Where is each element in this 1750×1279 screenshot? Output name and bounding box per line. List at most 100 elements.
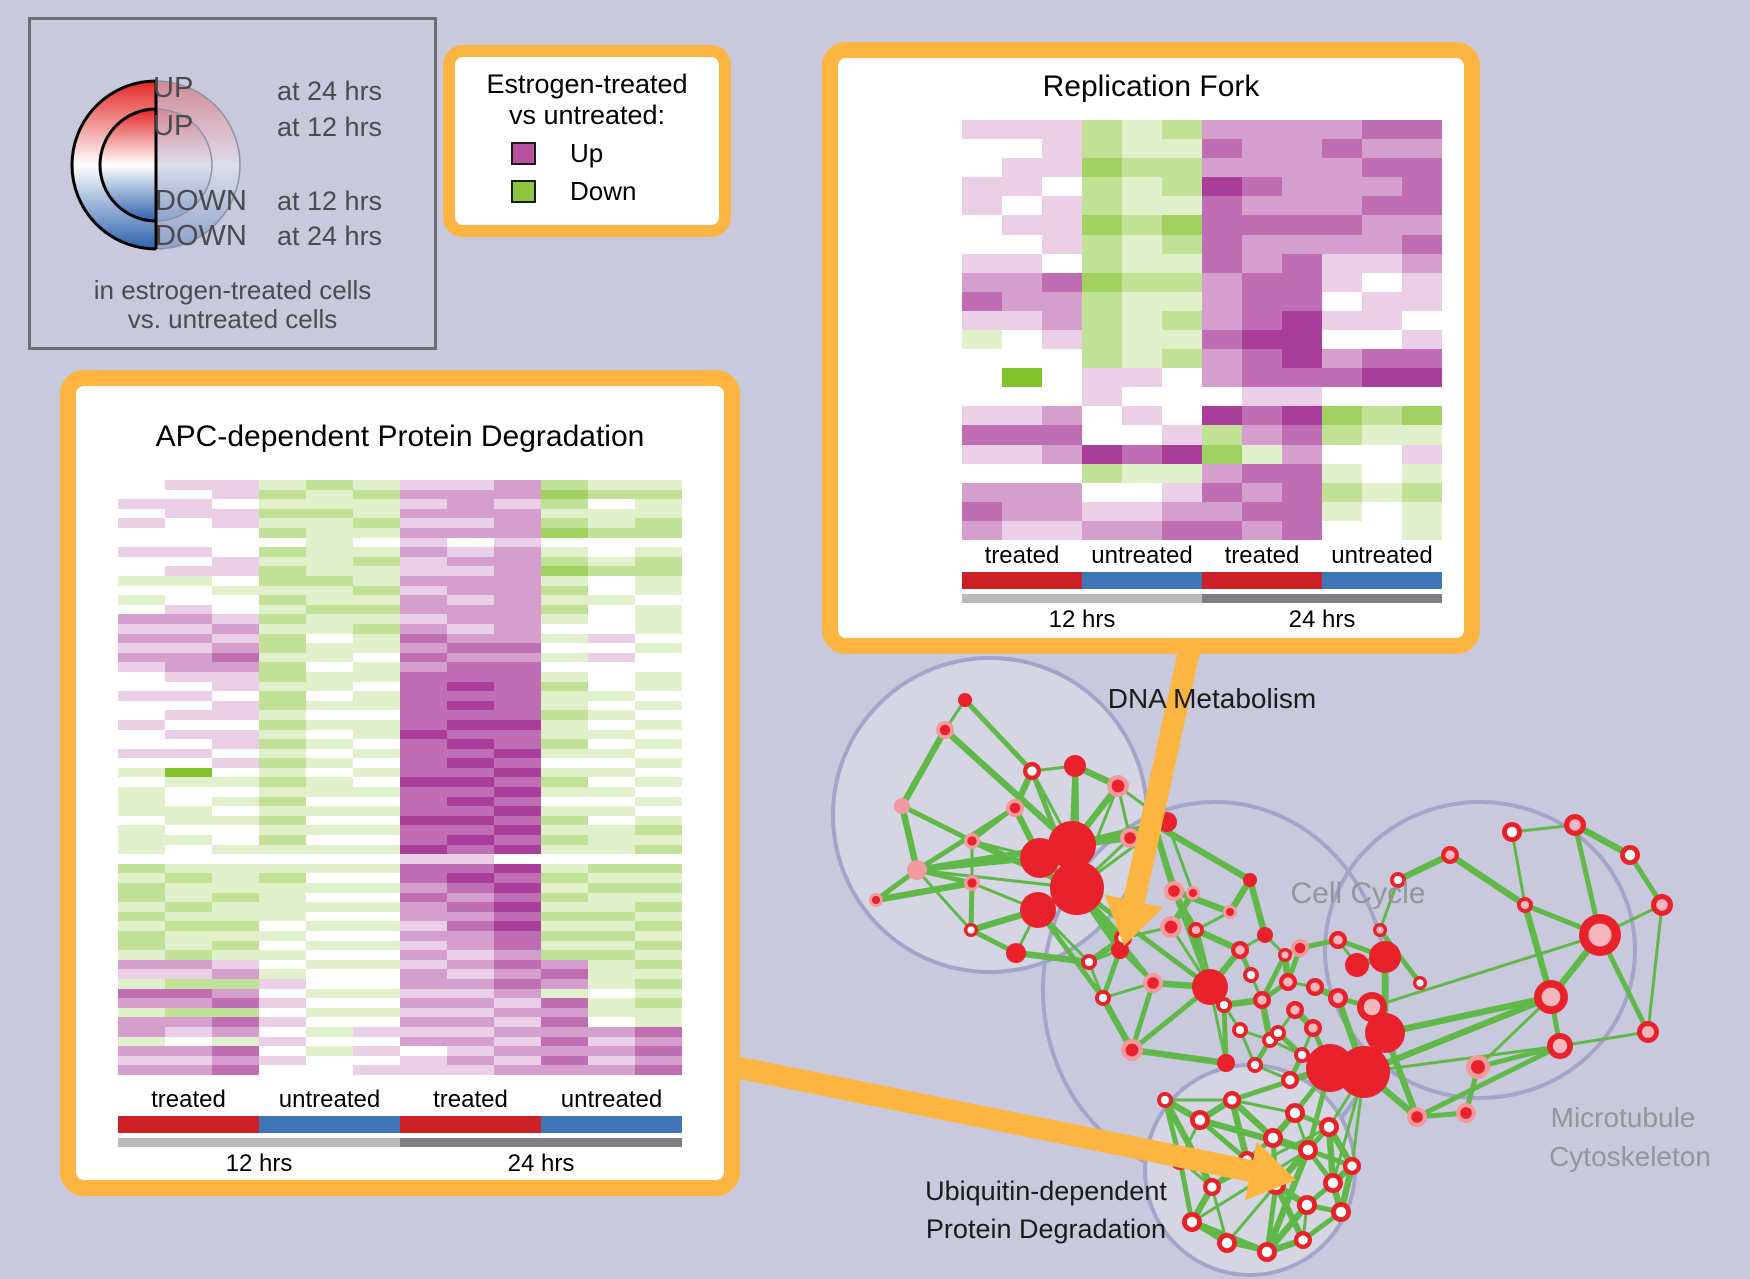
gene-node-core [1298,1235,1308,1245]
heatmap-cell [588,748,635,759]
heatmap-cell [588,911,635,922]
gene-node-core [1541,987,1561,1007]
heatmap-cell [353,777,400,788]
heatmap-cell [1122,234,1162,254]
heatmap-cell [400,662,447,672]
heatmap-cell [306,643,353,653]
network-edge [1198,1118,1249,1162]
heatmap-cell [259,729,306,740]
heatmap-cell [259,585,306,596]
heatmap-cell [400,585,447,596]
heatmap-cell [635,652,682,663]
up-label: Up [570,138,604,168]
heatmap-cell [306,729,353,740]
heatmap-cell [259,998,306,1008]
heatmap-cell [588,527,635,538]
replication-fork-heatmap [962,120,1442,540]
heatmap-cell [1162,158,1202,178]
heatmap-cell [400,575,447,586]
heatmap-cell [353,796,400,807]
heatmap-cell [541,604,588,615]
heatmap-cell [1402,196,1442,216]
heatmap-cell [353,787,400,797]
gene-node-core [1301,1199,1313,1211]
heatmap-cell [447,863,494,874]
heatmap-cell [962,482,1002,502]
heatmap-cell [494,1007,541,1018]
heatmap-cell [165,623,212,634]
heatmap-cell [306,921,353,932]
heatmap-cell [306,710,353,720]
heatmap-cell [118,883,165,893]
heatmap-cell [588,1055,635,1066]
heatmap-cell [588,499,635,509]
heatmap-cell [212,854,259,864]
heatmap-cell [118,979,165,989]
heatmap-cell [306,883,353,893]
rf-untreated-bar-24 [1322,572,1442,589]
ring-up24-label: UP [153,72,194,104]
heatmap-cell [353,1017,400,1028]
heatmap-cell [1322,120,1362,140]
heatmap-cell [1002,501,1042,521]
heatmap-cell [635,950,682,960]
gene-node-core [1194,1114,1206,1126]
heatmap-cell [588,950,635,960]
heatmap-cell [400,604,447,615]
network-label: Protein Degradation [926,1214,1166,1244]
heatmap-cell [541,911,588,922]
gene-node-core [1285,1075,1295,1085]
heatmap-cell [400,940,447,951]
heatmap-cell [400,527,447,538]
heatmap-cell [447,480,494,490]
heatmap-cell [635,979,682,989]
heatmap-cell [1042,234,1082,254]
heatmap-cell [165,652,212,663]
heatmap-cell [588,883,635,893]
heatmap-cell [400,969,447,980]
heatmap-cell [588,988,635,999]
heatmap-cell [447,883,494,893]
heatmap-cell [165,1017,212,1028]
heatmap-cell [259,931,306,941]
heatmap-cell [118,499,165,509]
heatmap-cell [447,547,494,557]
heatmap-cell [541,844,588,855]
heatmap-cell [212,988,259,999]
heatmap-cell [400,911,447,922]
heatmap-cell [635,537,682,548]
heatmap-cell [588,825,635,836]
heatmap-cell [353,585,400,596]
heatmap-cell [1282,158,1322,178]
heatmap-cell [447,758,494,768]
gene-node-core [1267,1132,1279,1144]
heatmap-cell [635,710,682,720]
gene-node-core [1302,1144,1314,1156]
heatmap-cell [212,710,259,720]
heatmap-cell [588,1036,635,1047]
heatmap-cell [541,1055,588,1066]
heatmap-cell [588,787,635,797]
heatmap-cell [588,1017,635,1028]
heatmap-cell [306,748,353,759]
heatmap-cell [212,662,259,672]
heatmap-cell [400,777,447,788]
heatmap-cell [1242,272,1282,292]
gene-node [1243,873,1257,887]
heatmap-cell [118,643,165,653]
heatmap-cell [541,575,588,586]
heatmap-cell [259,844,306,855]
heatmap-cell [400,835,447,845]
heatmap-cell [306,1017,353,1028]
rf-12hrs-bar [962,594,1202,603]
network-edge [900,803,974,844]
gene-node-core [1308,1023,1318,1033]
heatmap-cell [1362,368,1402,388]
heatmap-cell [635,700,682,711]
heatmap-cell [259,911,306,922]
heatmap-cell [118,758,165,768]
gene-node [1369,941,1401,973]
heatmap-cell [447,643,494,653]
heatmap-cell [541,902,588,912]
heatmap-cell [494,988,541,999]
